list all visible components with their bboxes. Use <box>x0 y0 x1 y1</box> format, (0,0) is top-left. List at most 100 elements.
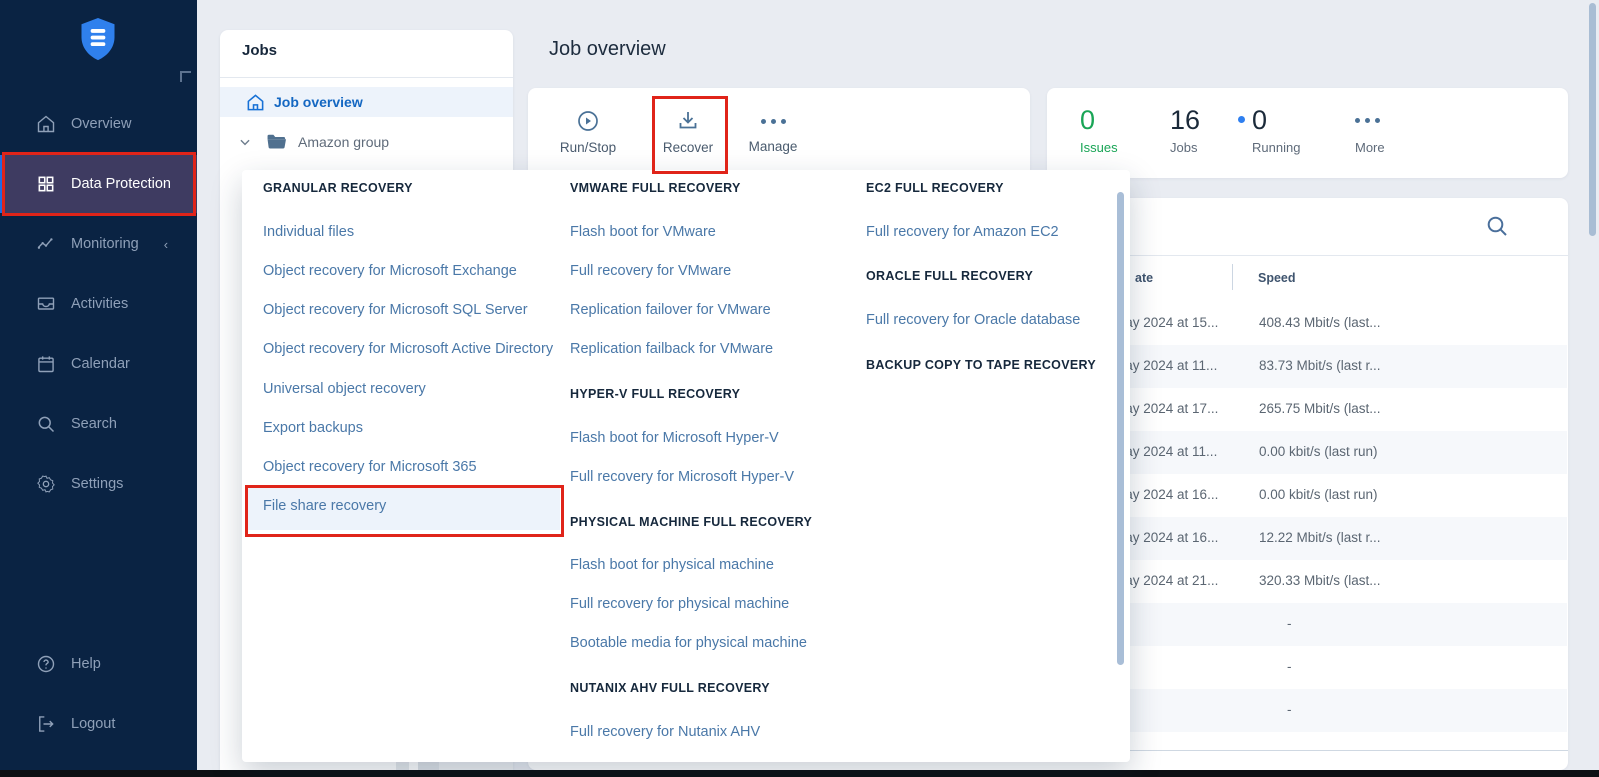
jobs-item-label: Job overview <box>274 94 363 110</box>
home-icon <box>247 93 264 110</box>
sidebar-item-overview[interactable]: Overview <box>0 102 197 146</box>
menu-item-individual-files[interactable]: Individual files <box>263 224 355 240</box>
menu-section-header: GRANULAR RECOVERY <box>263 181 413 195</box>
column-separator[interactable] <box>1232 264 1233 290</box>
stat-running[interactable]: 0 Running <box>1238 105 1300 155</box>
sidebar-item-help[interactable]: Help <box>0 642 197 686</box>
menu-item-flash-boot-hyperv[interactable]: Flash boot for Microsoft Hyper-V <box>570 430 779 446</box>
sidebar-item-activities[interactable]: Activities <box>0 282 197 326</box>
menu-section-header: HYPER-V FULL RECOVERY <box>570 387 741 401</box>
menu-item-flash-boot-vmware[interactable]: Flash boot for VMware <box>570 224 716 240</box>
chevron-left-icon[interactable]: ‹ <box>163 236 169 252</box>
recover-button[interactable]: Recover <box>645 96 731 168</box>
sidebar-item-search[interactable]: Search <box>0 402 197 446</box>
recover-dropdown-menu: GRANULAR RECOVERY Individual files Objec… <box>242 170 1130 762</box>
column-header-speed[interactable]: Speed <box>1258 271 1296 285</box>
sidebar-item-settings[interactable]: Settings <box>0 462 197 506</box>
app-logo-shield-icon <box>76 16 120 64</box>
cell-speed: 265.75 Mbit/s (last... <box>1259 401 1381 416</box>
menu-item-flash-boot-physical[interactable]: Flash boot for physical machine <box>570 557 774 573</box>
search-icon[interactable] <box>1485 214 1509 238</box>
jobs-item-amazon-group[interactable]: Amazon group <box>220 127 513 157</box>
cell-speed: - <box>1287 702 1292 717</box>
stat-jobs[interactable]: 16 Jobs <box>1170 105 1200 155</box>
menu-item-file-share-recovery[interactable]: File share recovery <box>263 498 387 514</box>
dropdown-scrollbar[interactable] <box>1117 192 1124 665</box>
run-stop-button[interactable]: Run/Stop <box>545 96 631 168</box>
gear-icon <box>37 475 55 493</box>
issues-value: 0 <box>1080 105 1096 135</box>
download-icon <box>679 112 697 129</box>
menu-item-active-directory[interactable]: Object recovery for Microsoft Active Dir… <box>263 341 554 357</box>
menu-item-exchange[interactable]: Object recovery for Microsoft Exchange <box>263 263 517 279</box>
sidebar-item-logout[interactable]: Logout <box>0 702 197 746</box>
menu-item-sql-server[interactable]: Object recovery for Microsoft SQL Server <box>263 302 528 318</box>
table-row[interactable]: May 2024 at 16... 0.00 kbit/s (last run) <box>529 474 1567 517</box>
stat-more[interactable]: More <box>1355 105 1385 155</box>
sidebar: Overview Data Protection Monitoring ‹ Ac… <box>0 0 197 777</box>
menu-section-header: VMWARE FULL RECOVERY <box>570 181 741 195</box>
folder-icon <box>267 134 286 149</box>
jobs-panel-title: Jobs <box>242 42 278 59</box>
run-stop-label: Run/Stop <box>559 140 617 155</box>
menu-item-full-recovery-vmware[interactable]: Full recovery for VMware <box>570 263 732 279</box>
sidebar-collapse-icon[interactable] <box>180 71 191 82</box>
ellipsis-icon <box>760 110 786 132</box>
cell-date: May 2024 at 21... <box>1114 573 1219 588</box>
menu-section-header: PHYSICAL MACHINE FULL RECOVERY <box>570 515 813 529</box>
manage-label: Manage <box>748 139 798 154</box>
cell-speed: 320.33 Mbit/s (last... <box>1259 573 1381 588</box>
stat-issues[interactable]: 0 Issues <box>1080 105 1118 155</box>
sidebar-item-label: Settings <box>71 476 124 492</box>
cell-date: May 2024 at 11... <box>1114 444 1218 459</box>
page-scrollbar[interactable] <box>1589 3 1596 236</box>
table-row[interactable]: May 2024 at 15... 408.43 Mbit/s (last... <box>529 302 1567 345</box>
menu-item-full-recovery-nutanix[interactable]: Full recovery for Nutanix AHV <box>570 724 761 740</box>
stats-card: 0 Issues 16 Jobs 0 Running More <box>1047 88 1568 178</box>
sidebar-item-label: Calendar <box>71 356 130 372</box>
cell-date: May 2024 at 16... <box>1114 487 1219 502</box>
help-icon <box>37 655 55 673</box>
menu-item-full-recovery-hyperv[interactable]: Full recovery for Microsoft Hyper-V <box>570 469 794 485</box>
sidebar-item-calendar[interactable]: Calendar <box>0 342 197 386</box>
chevron-down-icon[interactable] <box>238 135 252 149</box>
jobs-item-job-overview[interactable]: Job overview <box>220 87 513 117</box>
background-sliver <box>418 762 439 770</box>
sidebar-item-label: Monitoring <box>71 236 139 252</box>
menu-item-microsoft-365[interactable]: Object recovery for Microsoft 365 <box>263 459 477 475</box>
background-sliver <box>396 762 409 770</box>
home-icon <box>37 115 55 133</box>
sidebar-item-monitoring[interactable]: Monitoring ‹ <box>0 222 197 266</box>
menu-item-full-recovery-ec2[interactable]: Full recovery for Amazon EC2 <box>866 224 1059 240</box>
cell-date: May 2024 at 15... <box>1114 315 1219 330</box>
running-dot-icon <box>1238 116 1245 123</box>
menu-item-full-recovery-physical[interactable]: Full recovery for physical machine <box>570 596 790 612</box>
monitoring-icon <box>37 238 53 249</box>
menu-section-header: EC2 FULL RECOVERY <box>866 181 1004 195</box>
window-bottom-edge <box>0 770 1599 777</box>
menu-item-bootable-media-physical[interactable]: Bootable media for physical machine <box>570 635 807 651</box>
running-value: 0 <box>1252 105 1268 135</box>
sidebar-item-label: Data Protection <box>71 176 171 192</box>
table-row[interactable]: - <box>529 646 1567 689</box>
column-header-date[interactable]: ate <box>1135 271 1154 285</box>
cell-speed: 0.00 kbit/s (last run) <box>1259 444 1378 459</box>
running-label: Running <box>1252 140 1301 155</box>
job-toolbar: Run/Stop Recover Manage <box>528 88 1030 178</box>
table-row[interactable]: May 2024 at 21... 320.33 Mbit/s (last... <box>529 560 1567 603</box>
sidebar-item-label: Search <box>71 416 117 432</box>
jobs-item-label: Amazon group <box>298 134 390 150</box>
manage-button[interactable]: Manage <box>730 96 816 168</box>
table-row[interactable]: May 2024 at 17... 265.75 Mbit/s (last... <box>529 388 1567 431</box>
sidebar-item-data-protection[interactable]: Data Protection <box>0 155 197 213</box>
menu-item-export-backups[interactable]: Export backups <box>263 420 363 436</box>
sidebar-item-label: Overview <box>71 116 132 132</box>
menu-item-universal-object[interactable]: Universal object recovery <box>263 381 426 397</box>
page-title: Job overview <box>549 38 666 60</box>
more-label: More <box>1355 140 1385 155</box>
menu-item-replication-failback-vmware[interactable]: Replication failback for VMware <box>570 341 774 357</box>
cell-speed: 0.00 kbit/s (last run) <box>1259 487 1378 502</box>
cell-speed: 83.73 Mbit/s (last r... <box>1259 358 1381 373</box>
menu-item-full-recovery-oracle[interactable]: Full recovery for Oracle database <box>866 312 1081 328</box>
menu-item-replication-failover-vmware[interactable]: Replication failover for VMware <box>570 302 771 318</box>
